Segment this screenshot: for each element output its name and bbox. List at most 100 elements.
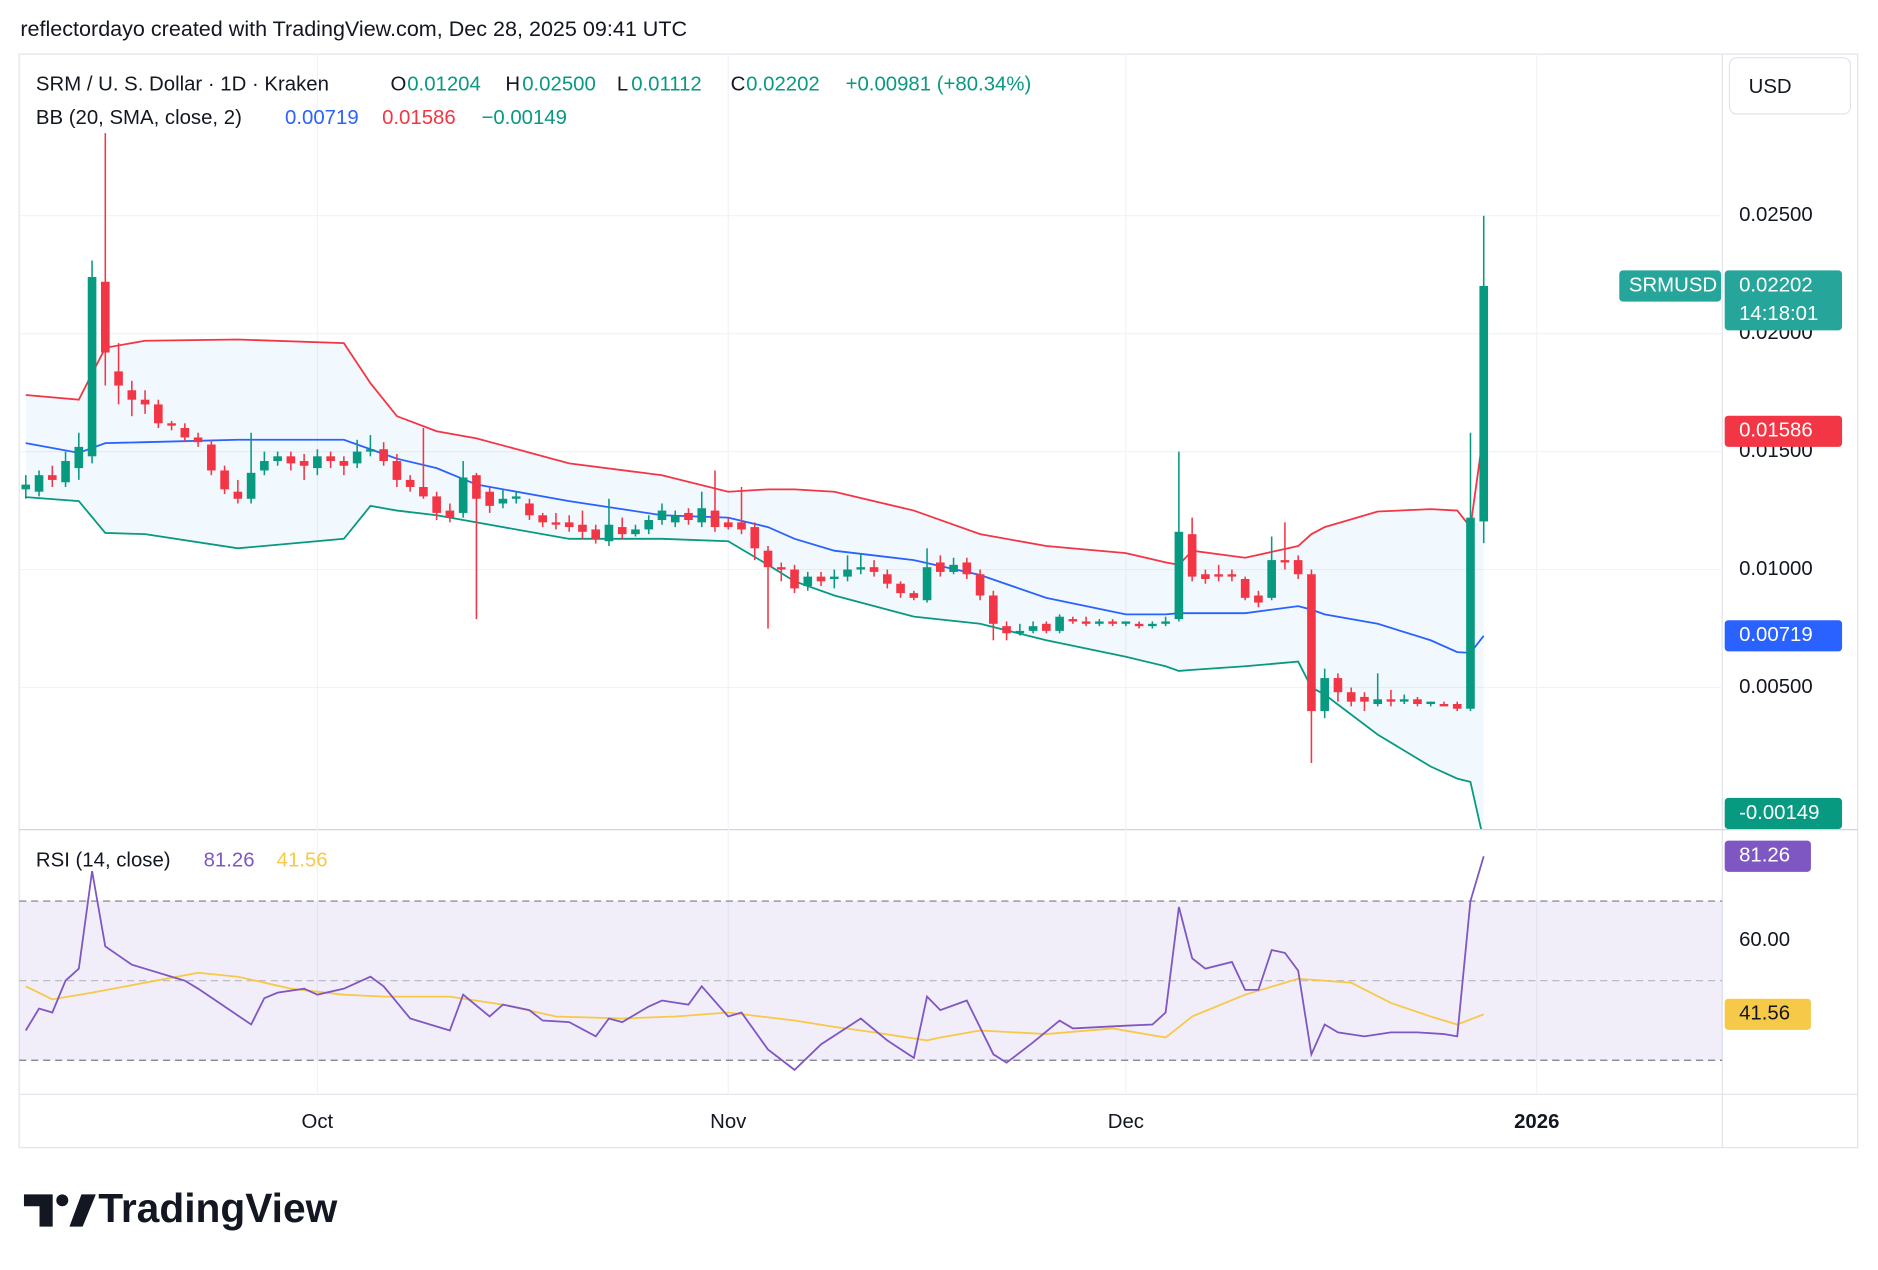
candle-body xyxy=(498,498,508,504)
candle-body xyxy=(326,456,335,462)
candle-body xyxy=(750,527,760,549)
bb-value: 0.00719 xyxy=(285,107,359,129)
y-tick-label: 0.00500 xyxy=(1739,676,1813,698)
candle-body xyxy=(366,449,375,452)
rsi-value: 41.56 xyxy=(277,850,328,872)
candle-body xyxy=(790,569,799,589)
x-tick-label: Dec xyxy=(1108,1111,1144,1133)
candle-body xyxy=(697,508,707,523)
candle-body xyxy=(127,390,137,400)
candle-body xyxy=(299,461,309,466)
price-badge-label: 0.01586 xyxy=(1739,420,1813,442)
candle-body xyxy=(1452,704,1462,709)
candle-body xyxy=(47,475,57,480)
candle-body xyxy=(1174,531,1184,620)
candle-body xyxy=(233,491,243,499)
candle-body xyxy=(1293,560,1303,575)
candle-body xyxy=(1055,616,1064,631)
candle-body xyxy=(1426,701,1436,705)
candle-body xyxy=(1386,699,1396,702)
rsi-badge-label: 41.56 xyxy=(1739,1003,1790,1025)
candle-body xyxy=(114,371,123,386)
candle-body xyxy=(1002,626,1011,634)
candle-body xyxy=(684,512,693,521)
candle-body xyxy=(909,593,919,598)
bb-value: 0.01586 xyxy=(382,107,456,129)
candle-body xyxy=(445,510,455,518)
candle-body xyxy=(220,470,229,490)
countdown: 14:18:01 xyxy=(1739,303,1818,325)
rsi-pane xyxy=(19,855,1723,1072)
candle-body xyxy=(1373,699,1383,705)
candle-body xyxy=(1333,678,1343,693)
logo-icon xyxy=(23,1194,53,1227)
candle-body xyxy=(74,446,84,469)
currency-button[interactable] xyxy=(1728,57,1852,115)
rsi-badge-label: 81.26 xyxy=(1739,845,1790,867)
candle-body xyxy=(737,522,746,530)
candle-body xyxy=(1148,623,1157,627)
candle-body xyxy=(101,281,110,353)
candle-body xyxy=(61,461,70,483)
candle-body xyxy=(485,491,494,506)
chart-frame xyxy=(18,53,1859,1149)
candle-body xyxy=(922,567,932,601)
change: +0.00981 (+80.34%) xyxy=(846,74,1032,96)
symbol: SRM / U. S. Dollar · 1D · Kraken xyxy=(36,74,329,96)
candle-body xyxy=(1254,595,1263,603)
ohlc-value: 0.01204 xyxy=(407,74,481,96)
rsi-line xyxy=(24,855,1485,1072)
candle-body xyxy=(538,515,548,523)
candle-body xyxy=(657,510,667,521)
candle-body xyxy=(1399,699,1409,702)
ohlc-key: C xyxy=(731,74,746,96)
candle-body xyxy=(286,456,296,464)
candle-body xyxy=(193,437,203,443)
candle-body xyxy=(989,595,998,624)
candle-body xyxy=(856,567,866,570)
candle-body xyxy=(604,524,614,542)
candle-body xyxy=(1201,574,1210,579)
candle-body xyxy=(1320,678,1329,712)
logo-text: TradingView xyxy=(98,1185,337,1231)
ohlc-key: H xyxy=(505,74,520,96)
rsi-value: 81.26 xyxy=(204,850,255,872)
candle-body xyxy=(167,423,176,426)
candle-body xyxy=(710,510,720,528)
candle-body xyxy=(829,576,839,579)
candle-body xyxy=(1214,574,1223,577)
logo-icon xyxy=(56,1194,69,1207)
candle-body xyxy=(207,444,216,471)
price-badge-label: 0.02202 xyxy=(1739,274,1813,296)
candle-body xyxy=(1121,621,1131,624)
candle-body xyxy=(1068,619,1078,622)
ohlc-key: O xyxy=(390,74,406,96)
candle-body xyxy=(1042,623,1051,631)
candle-body xyxy=(140,399,150,405)
candle-body xyxy=(631,529,640,535)
currency[interactable]: USD xyxy=(1749,76,1792,98)
ohlc-value: 0.01112 xyxy=(631,74,702,96)
bb-fill xyxy=(25,339,1484,830)
candle-body xyxy=(34,475,44,492)
candle-body xyxy=(458,477,468,513)
candle-body xyxy=(432,496,441,513)
y-tick-label: 0.01000 xyxy=(1739,558,1813,580)
logo-icon xyxy=(69,1194,96,1227)
candle-body xyxy=(869,567,879,572)
candle-body xyxy=(617,527,627,535)
candle-body xyxy=(21,484,31,490)
price-badge xyxy=(1724,797,1843,830)
candle-body xyxy=(260,461,269,471)
candle-body xyxy=(1134,623,1144,627)
candle-body xyxy=(962,562,972,575)
rsi-ma-line xyxy=(25,971,1485,1042)
price-badge xyxy=(1724,415,1843,447)
x-tick-label: Oct xyxy=(302,1111,334,1133)
candle-body xyxy=(1227,574,1237,577)
candle-body xyxy=(1360,696,1369,702)
candle-body xyxy=(339,461,349,466)
candle-body xyxy=(975,574,985,596)
